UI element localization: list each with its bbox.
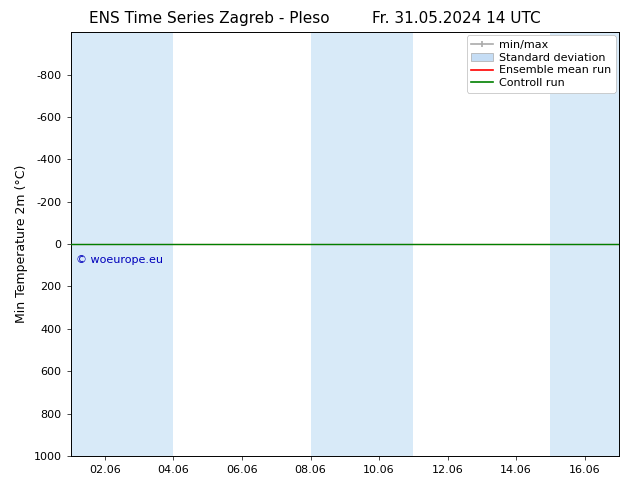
Text: ENS Time Series Zagreb - Pleso: ENS Time Series Zagreb - Pleso — [89, 11, 330, 26]
Text: © woeurope.eu: © woeurope.eu — [76, 255, 163, 265]
Bar — [550, 32, 619, 456]
Bar — [70, 32, 139, 456]
Bar — [311, 32, 345, 456]
Bar — [139, 32, 174, 456]
Bar — [345, 32, 413, 456]
Legend: min/max, Standard deviation, Ensemble mean run, Controll run: min/max, Standard deviation, Ensemble me… — [467, 35, 616, 93]
Y-axis label: Min Temperature 2m (°C): Min Temperature 2m (°C) — [15, 165, 28, 323]
Text: Fr. 31.05.2024 14 UTC: Fr. 31.05.2024 14 UTC — [372, 11, 541, 26]
